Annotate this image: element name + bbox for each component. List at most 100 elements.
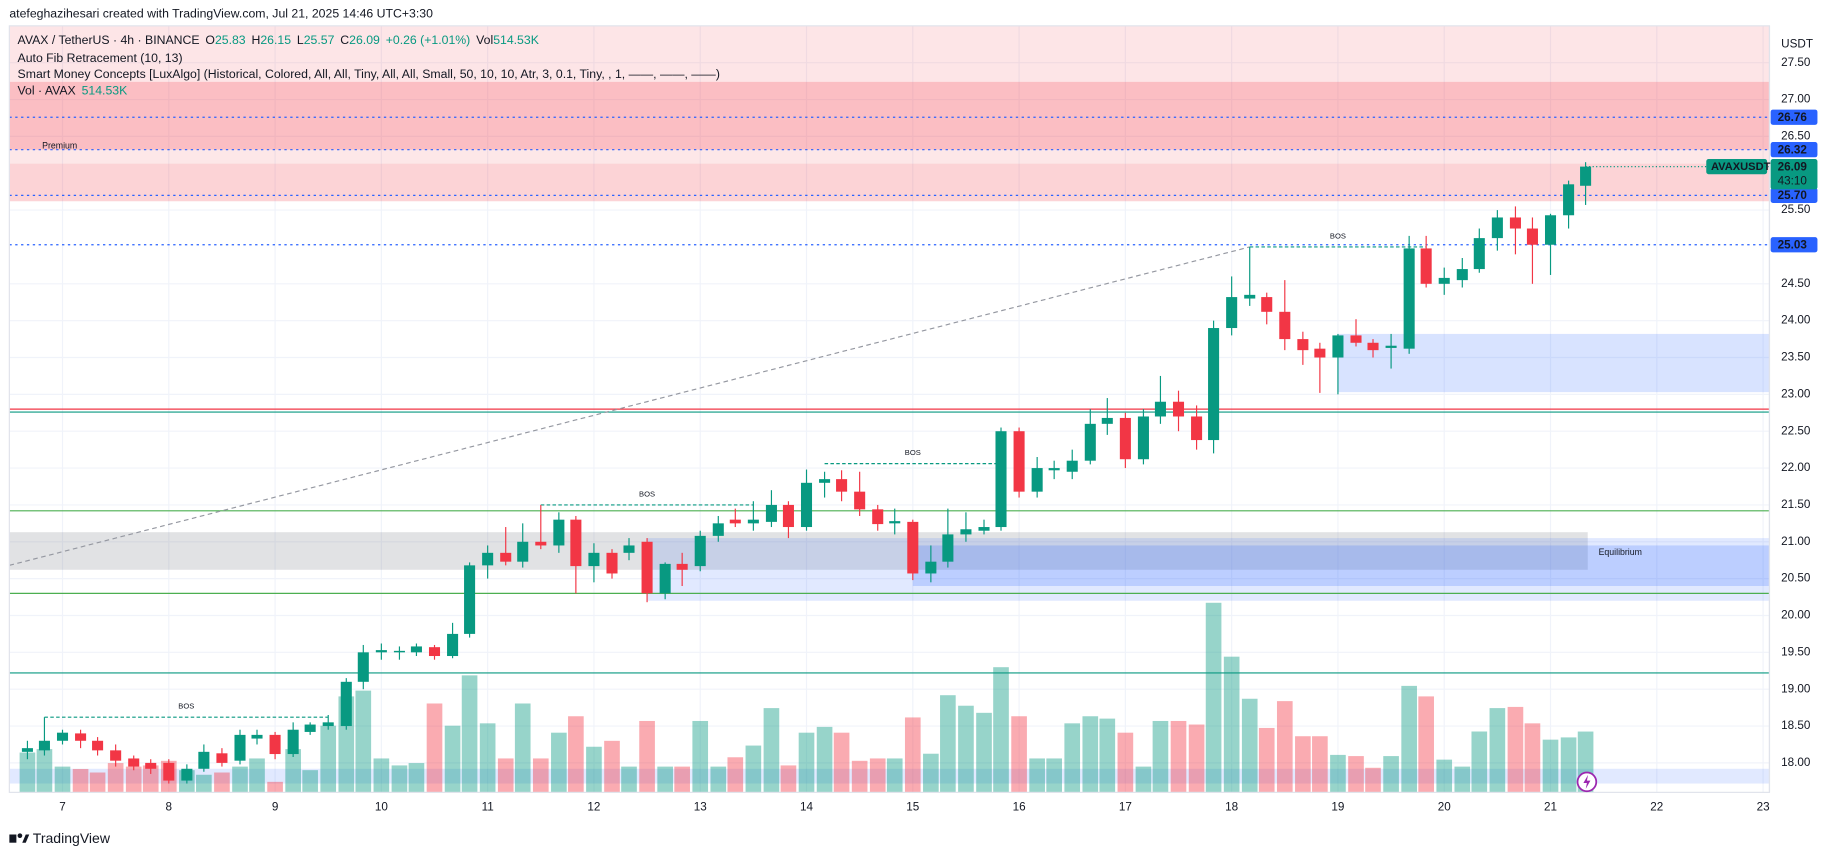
volume-bar bbox=[36, 749, 53, 793]
zone bbox=[1337, 333, 1770, 393]
bos-label: BOS bbox=[178, 702, 194, 711]
volume-bar bbox=[391, 765, 408, 793]
zone-label: Premium bbox=[42, 140, 77, 150]
legend-value: 25.57 bbox=[304, 33, 335, 47]
legend-key: H bbox=[252, 33, 261, 47]
x-tick-label: 17 bbox=[1119, 801, 1132, 814]
bos-label: BOS bbox=[905, 448, 921, 457]
volume-bar bbox=[1170, 720, 1187, 793]
volume-bar bbox=[1365, 767, 1381, 793]
volume-bar bbox=[285, 749, 301, 793]
volume-bar bbox=[604, 740, 620, 793]
volume-bar bbox=[461, 675, 478, 793]
volume-bar bbox=[1348, 756, 1364, 793]
candle-body bbox=[606, 552, 618, 574]
volume-bar bbox=[320, 725, 337, 793]
volume-bar bbox=[196, 774, 212, 793]
candle-body bbox=[1563, 184, 1575, 216]
candle-body bbox=[1048, 468, 1060, 471]
zone-label: Equilibrium bbox=[1599, 547, 1642, 557]
y-tick-label: 20.50 bbox=[1781, 572, 1811, 585]
volume-bar bbox=[674, 766, 690, 793]
volume-bar bbox=[1471, 731, 1488, 793]
y-tick-label: 19.00 bbox=[1781, 682, 1811, 695]
volume-bar bbox=[1312, 736, 1328, 793]
candle-body bbox=[676, 563, 688, 570]
candle-body bbox=[1154, 401, 1166, 417]
candle-body bbox=[340, 681, 352, 727]
volume-bar bbox=[745, 745, 762, 793]
candle-body bbox=[1119, 417, 1131, 460]
x-tick-label: 18 bbox=[1225, 801, 1238, 814]
legend-value: 25.83 bbox=[215, 33, 246, 47]
candle-body bbox=[782, 504, 794, 528]
zone bbox=[9, 768, 1770, 784]
volume-bar bbox=[1223, 656, 1240, 793]
candle-body bbox=[517, 541, 529, 562]
volume-bar bbox=[1542, 739, 1559, 793]
volume-bar bbox=[692, 720, 709, 793]
volume-bar bbox=[107, 763, 124, 793]
x-tick-label: 13 bbox=[694, 801, 707, 814]
candle-body bbox=[1456, 269, 1468, 281]
legend-key: C bbox=[340, 33, 349, 47]
candle-body bbox=[570, 519, 582, 567]
volume-bar bbox=[833, 732, 850, 793]
x-tick-label: 11 bbox=[482, 801, 494, 814]
candle-body bbox=[410, 646, 422, 653]
bos-label: BOS bbox=[1330, 231, 1346, 240]
y-tick-label: 22.50 bbox=[1781, 424, 1811, 437]
candle-body bbox=[907, 521, 919, 574]
volume-bar bbox=[267, 781, 283, 793]
header: atefeghazihesari created with TradingVie… bbox=[9, 6, 433, 20]
volume-bar bbox=[1152, 720, 1169, 793]
volume-bar bbox=[1383, 756, 1399, 793]
logo-shape bbox=[17, 833, 23, 839]
candle-body bbox=[872, 509, 884, 525]
x-tick-label: 9 bbox=[272, 801, 279, 814]
legend-change: +0.26 (+1.01%) bbox=[386, 33, 471, 47]
x-tick-label: 21 bbox=[1544, 801, 1557, 814]
candle-body bbox=[1297, 339, 1309, 351]
volume-bar bbox=[1064, 723, 1081, 793]
volume-bar bbox=[1489, 708, 1506, 793]
candle-body bbox=[38, 740, 50, 751]
bos-label: BOS bbox=[639, 489, 655, 498]
candle-body bbox=[1350, 335, 1362, 343]
x-tick-label: 10 bbox=[375, 801, 389, 814]
candle-body bbox=[1314, 348, 1326, 358]
legend-line: Smart Money Concepts [LuxAlgo] (Historic… bbox=[18, 67, 720, 81]
legend-value: 26.15 bbox=[260, 33, 291, 47]
y-tick-label: 25.50 bbox=[1781, 203, 1811, 216]
volume-bar bbox=[780, 765, 797, 793]
candle-body bbox=[198, 751, 210, 769]
candle-body bbox=[1084, 423, 1096, 461]
zone bbox=[647, 538, 1770, 601]
candle-body bbox=[1066, 460, 1078, 472]
volume-bar bbox=[89, 772, 106, 793]
candle-body bbox=[588, 552, 600, 567]
candle-body bbox=[1279, 311, 1291, 340]
candle-body bbox=[357, 652, 369, 682]
candle-body bbox=[765, 504, 777, 522]
candle-body bbox=[1172, 401, 1185, 417]
legend: AVAX / TetherUS · 4h · BINANCE O25.83 H26.… bbox=[18, 33, 720, 97]
volume-bar bbox=[214, 772, 230, 793]
candle-body bbox=[1101, 417, 1113, 424]
candle-body bbox=[1385, 345, 1397, 348]
candle-body bbox=[1191, 416, 1203, 441]
candle-body bbox=[925, 561, 937, 574]
candle-body bbox=[128, 758, 140, 767]
candle-body bbox=[553, 519, 565, 546]
legend-key: Vol · AVAX bbox=[18, 84, 76, 98]
price-tag-label: 25.70 bbox=[1778, 189, 1808, 202]
candle-body bbox=[482, 552, 494, 566]
candle-body bbox=[1473, 238, 1485, 270]
y-tick-label: 24.50 bbox=[1781, 277, 1811, 290]
volume-bar bbox=[958, 705, 974, 793]
candle-body bbox=[1226, 297, 1238, 329]
legend-line: Vol · AVAX 514.53K bbox=[18, 84, 129, 98]
y-tick-label: 21.50 bbox=[1781, 498, 1811, 511]
